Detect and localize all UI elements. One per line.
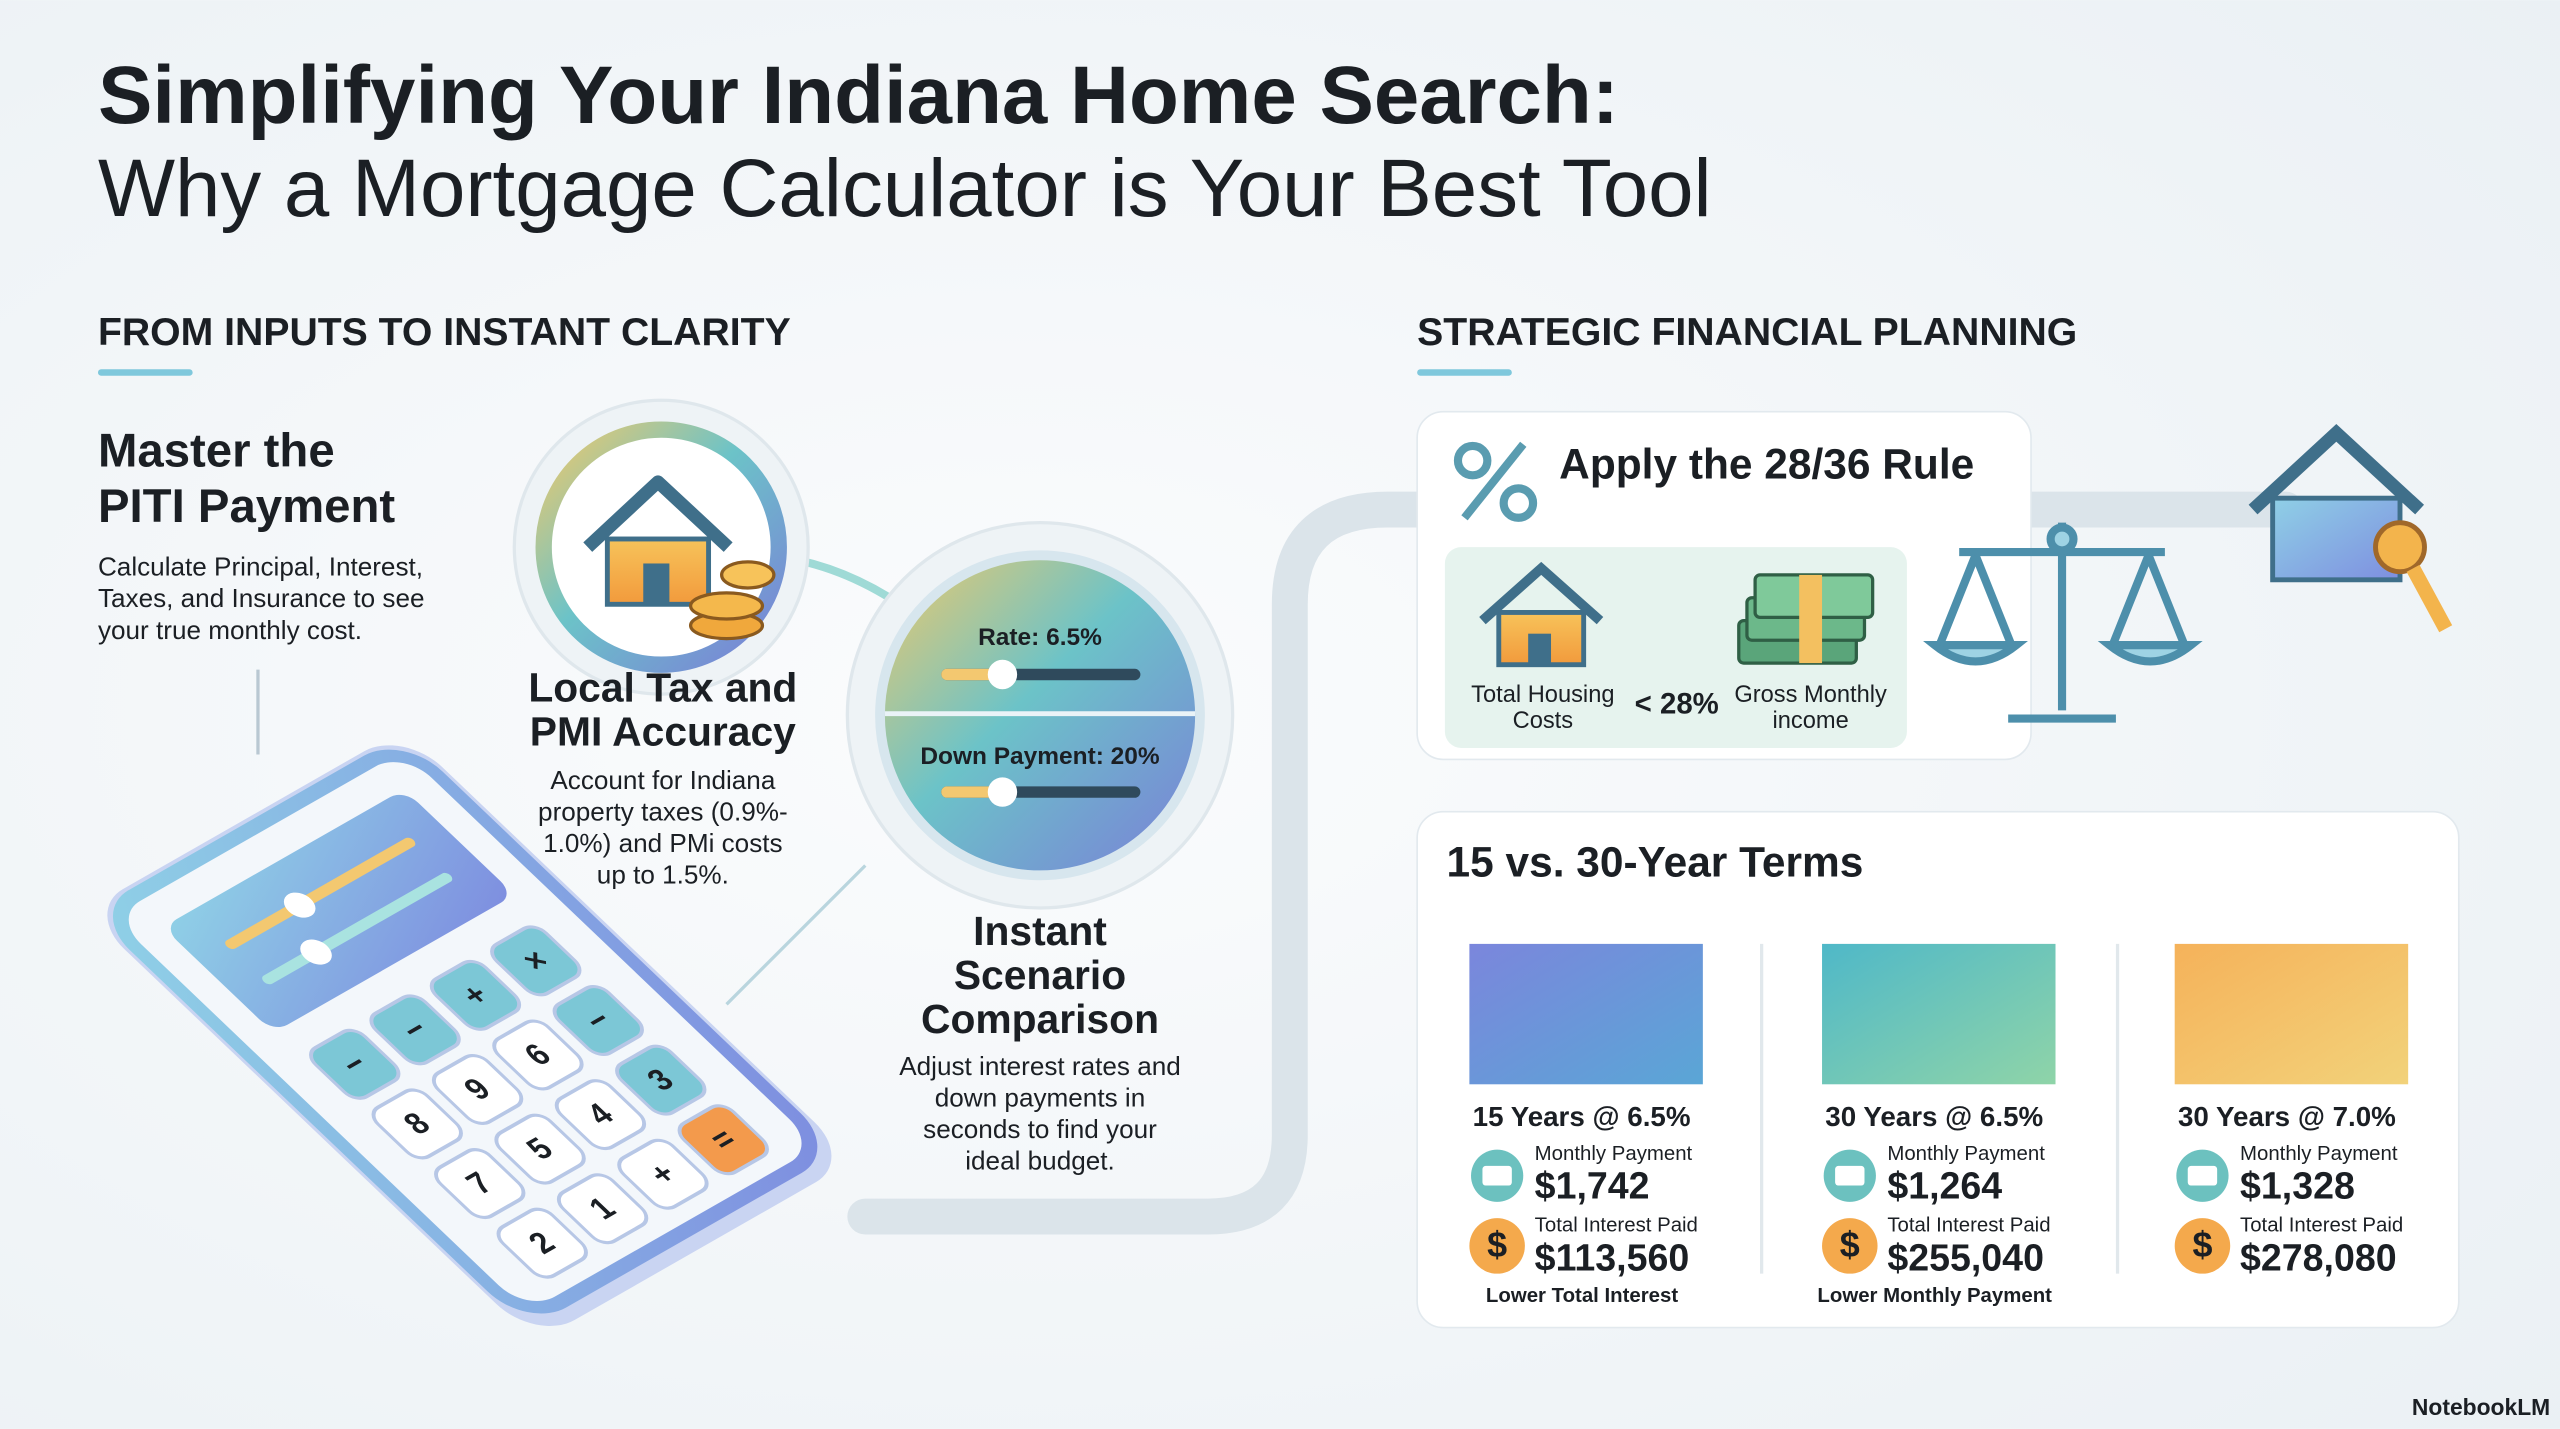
interest-label: Total Interest Paid xyxy=(1887,1215,2050,1237)
feature-title: PITI Payment xyxy=(98,480,395,533)
scales-icon xyxy=(1923,522,2203,723)
terms-title: 15 vs. 30-Year Terms xyxy=(1447,839,1864,886)
calculator-key xyxy=(371,1088,463,1160)
monthly-label: Monthly Payment xyxy=(2240,1143,2398,1165)
house-icon xyxy=(1479,561,1604,668)
payment-icon-bill xyxy=(1835,1165,1865,1186)
money-icon xyxy=(1737,573,1875,665)
feature-body: Taxes, and Insurance to see xyxy=(98,583,425,613)
brand: NotebookLM xyxy=(2412,1394,2550,1420)
rule-label: income xyxy=(1772,708,1848,734)
section-heading: STRATEGIC FINANCIAL PLANNING xyxy=(1417,311,2077,354)
monthly-label: Monthly Payment xyxy=(1535,1143,1693,1165)
interest-icon-symbol: $ xyxy=(2192,1224,2212,1265)
term-label: 30 Years @ 7.0% xyxy=(2178,1101,2396,1132)
feature-title: Comparison xyxy=(921,996,1159,1042)
term-label: 15 Years @ 6.5% xyxy=(1473,1101,1691,1132)
coins-icon xyxy=(688,560,776,641)
monthly-label: Monthly Payment xyxy=(1887,1143,2045,1165)
feature-title: Instant xyxy=(973,908,1107,954)
interest-value: $255,040 xyxy=(1887,1237,2044,1279)
monthly-value: $1,328 xyxy=(2240,1165,2355,1207)
heading-underline xyxy=(1417,369,1512,376)
calculator-key xyxy=(496,1207,588,1279)
interest-icon xyxy=(1469,1218,1525,1274)
interest-label: Total Interest Paid xyxy=(1535,1215,1698,1237)
feature-body: your true monthly cost. xyxy=(98,615,362,645)
feature-title: Local Tax and xyxy=(528,665,797,711)
feature-body: 1.0%) and PMi costs xyxy=(543,828,782,858)
term-note: Lower Monthly Payment xyxy=(1817,1285,2052,1307)
section-heading: FROM INPUTS TO INSTANT CLARITY xyxy=(98,311,791,354)
feature-body: down payments in xyxy=(935,1082,1145,1112)
feature-body: Adjust interest rates and xyxy=(899,1051,1181,1081)
calculator-screen xyxy=(170,794,507,1028)
slider-label: Down Payment: 20% xyxy=(920,743,1160,770)
interest-label: Total Interest Paid xyxy=(2240,1215,2403,1237)
feature-body: ideal budget. xyxy=(965,1145,1115,1175)
interest-icon-symbol: $ xyxy=(1487,1224,1507,1265)
term-swatch xyxy=(2174,943,2409,1085)
term-label: 30 Years @ 6.5% xyxy=(1825,1101,2043,1132)
interest-icon xyxy=(2174,1218,2231,1274)
feature-body: Calculate Principal, Interest, xyxy=(98,551,423,581)
term-swatch xyxy=(1822,943,2056,1085)
calculator-key xyxy=(617,1138,709,1210)
connector xyxy=(725,864,867,1006)
calculator-key xyxy=(309,1028,401,1100)
screen-knob xyxy=(283,892,316,918)
down-payment-slider xyxy=(941,777,1141,807)
calculator-key xyxy=(434,1148,526,1220)
rate-slider xyxy=(941,659,1141,690)
screen-slider xyxy=(225,837,416,949)
interest-icon-symbol: $ xyxy=(1840,1224,1860,1265)
feature-body: seconds to find your xyxy=(923,1114,1157,1144)
subtitle: Why a Mortgage Calculator is Your Best T… xyxy=(98,143,1712,234)
feature-body: up to 1.5%. xyxy=(597,860,729,890)
monthly-value: $1,264 xyxy=(1887,1165,2002,1207)
calculator-key xyxy=(431,1053,524,1125)
rule-title: Apply the 28/36 Rule xyxy=(1559,440,1974,487)
payment-icon-bill xyxy=(1482,1165,1512,1186)
monthly-value: $1,742 xyxy=(1535,1165,1650,1207)
term-note: Lower Total Interest xyxy=(1486,1285,1678,1307)
rule-label: Gross Monthly xyxy=(1734,682,1887,708)
calculator-key xyxy=(494,1113,586,1185)
calculator-key xyxy=(554,1079,647,1151)
calculator-key xyxy=(552,985,644,1056)
title: Simplifying Your Indiana Home Search: xyxy=(98,50,1619,141)
connector-path xyxy=(847,491,2304,1235)
calculator-key xyxy=(615,1044,707,1116)
feature-title: Master the xyxy=(98,425,335,478)
house-key-icon xyxy=(2248,423,2453,633)
house-icon xyxy=(583,475,733,607)
screen-knob xyxy=(300,939,332,965)
calculator-key xyxy=(429,959,522,1031)
interest-value: $113,560 xyxy=(1535,1237,1690,1279)
rule-label: Total Housing xyxy=(1471,682,1614,708)
slider-label: Rate: 6.5% xyxy=(978,624,1102,651)
feature-title: PMI Accuracy xyxy=(530,709,796,755)
calculator-key xyxy=(492,1019,584,1091)
calculator-key xyxy=(490,925,582,997)
percent-icon xyxy=(1453,441,1538,522)
calculator-key xyxy=(556,1173,649,1245)
feature-title: Scenario xyxy=(954,952,1126,998)
term-swatch xyxy=(1469,943,1703,1085)
screen-slider xyxy=(262,872,453,985)
heading-underline xyxy=(97,369,193,376)
rule-label: Costs xyxy=(1513,708,1573,734)
feature-body: property taxes (0.9%- xyxy=(538,797,788,827)
interest-value: $278,080 xyxy=(2240,1237,2397,1279)
rule-comparison: < 28% xyxy=(1635,687,1719,720)
calculator-key xyxy=(369,994,461,1066)
interest-icon xyxy=(1822,1218,1878,1274)
feature-body: Account for Indiana xyxy=(550,765,775,795)
payment-icon-bill xyxy=(2187,1165,2218,1186)
calculator-key xyxy=(677,1104,769,1176)
